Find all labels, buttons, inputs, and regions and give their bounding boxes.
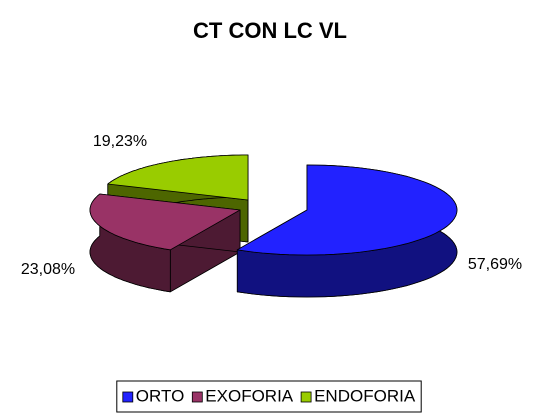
pie-slice (89, 193, 241, 293)
legend-label: EXOFORIA (205, 386, 294, 405)
legend-swatch (122, 391, 134, 403)
slice-top (89, 193, 241, 251)
legend-swatch (191, 391, 203, 403)
data-label: 57,69% (468, 256, 522, 273)
data-label: 19,23% (93, 133, 147, 150)
chart-title: CT CON LC VL (193, 18, 347, 43)
data-label: 23,08% (21, 261, 75, 278)
legend-swatch (300, 391, 312, 403)
legend-label: ORTO (136, 386, 185, 405)
pie-slice (236, 164, 458, 298)
slice-top (107, 154, 249, 201)
legend-label: ENDOFORIA (314, 386, 416, 405)
slice-top (236, 164, 458, 256)
legend-box (116, 380, 422, 413)
